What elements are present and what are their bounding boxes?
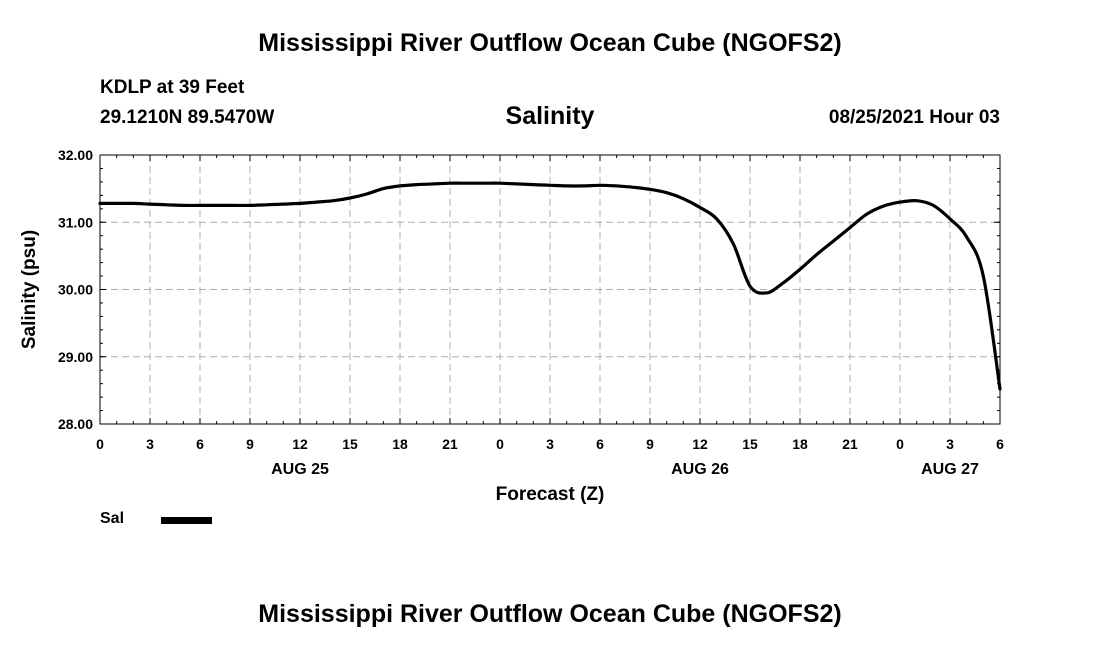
x-date-label: AUG 26 [671,461,729,478]
x-tick-label: 6 [996,436,1004,452]
x-tick-label: 9 [646,436,654,452]
y-tick-label: 29.00 [58,349,93,365]
x-tick-label: 0 [896,436,904,452]
x-tick-label: 12 [692,436,708,452]
salinity-chart: 0 3 6 9 12 15 18 21 0 3 6 9 12 15 18 21 0 3 6 28.00 29.00 30.… [19,147,1004,505]
forecast-datetime: 08/25/2021 Hour 03 [828,107,1000,128]
x-tick-label: 15 [742,436,758,452]
chart-title-top: Mississippi River Outflow Ocean Cube (NG… [258,29,842,57]
chart-subtitle: Salinity [505,102,595,130]
x-tick-label: 21 [842,436,858,452]
legend-label: Sal [100,510,125,527]
x-tick-label: 15 [342,436,358,452]
x-axis-label: Forecast (Z) [496,484,605,505]
axis-ticks: 0 3 6 9 12 15 18 21 0 3 6 9 12 15 18 21 0 3 6 28.00 29.00 30.… [58,147,1004,478]
x-tick-label: 0 [496,436,504,452]
x-tick-label: 18 [392,436,408,452]
x-tick-label: 3 [546,436,554,452]
x-tick-label: 18 [792,436,808,452]
series-line-sal [98,181,1002,391]
chart-grid [100,155,1000,424]
y-tick-label: 30.00 [58,282,93,298]
x-tick-label: 12 [292,436,308,452]
x-tick-label: 3 [146,436,154,452]
x-tick-label: 3 [946,436,954,452]
x-tick-label: 6 [196,436,204,452]
chart-title-bottom: Mississippi River Outflow Ocean Cube (NG… [258,600,842,628]
x-tick-label: 21 [442,436,458,452]
y-tick-label: 32.00 [58,147,93,163]
y-tick-label: 31.00 [58,214,93,230]
x-date-label: AUG 25 [271,461,329,478]
y-axis-label: Salinity (psu) [19,230,40,349]
x-tick-label: 9 [246,436,254,452]
station-coordinates: 29.1210N 89.5470W [100,107,275,128]
y-tick-label: 28.00 [58,416,93,432]
legend-swatch [161,517,212,524]
station-label: KDLP at 39 Feet [100,77,245,98]
x-tick-label: 0 [96,436,104,452]
x-tick-label: 6 [596,436,604,452]
x-date-label: AUG 27 [921,461,979,478]
